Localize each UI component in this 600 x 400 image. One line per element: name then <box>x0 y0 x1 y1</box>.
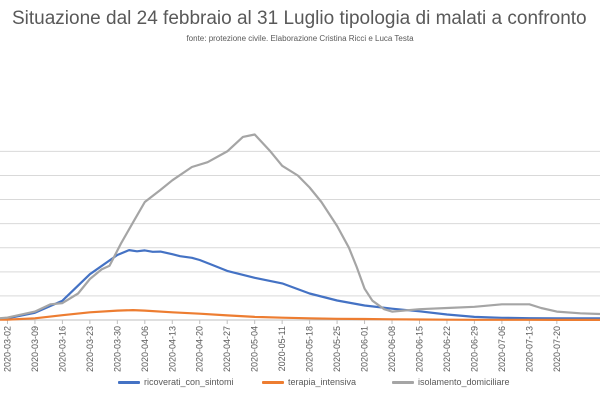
x-tick-label: 2020-04-06 <box>140 326 150 372</box>
x-tick-label: 2020-07-20 <box>552 326 562 372</box>
x-tick-label: 2020-07-13 <box>524 326 534 372</box>
x-tick-label: 2020-04-20 <box>195 326 205 372</box>
legend-swatch <box>392 380 414 384</box>
legend-item-ricoverati_con_sintomi: ricoverati_con_sintomi <box>118 372 234 392</box>
legend-item-terapia_intensiva: terapia_intensiva <box>262 372 356 392</box>
series-line-isolamento_domiciliare <box>0 133 600 320</box>
legend-swatch <box>118 380 140 384</box>
x-tick-label: 2020-03-16 <box>57 326 67 372</box>
legend-label: ricoverati_con_sintomi <box>144 377 234 387</box>
legend-label: terapia_intensiva <box>288 377 357 387</box>
legend: ricoverati_con_sintomi terapia_intensiva i… <box>0 372 600 392</box>
x-tick-label: 2020-03-23 <box>85 326 95 372</box>
series-line-terapia_intensiva <box>0 309 600 321</box>
legend-swatch <box>262 380 284 384</box>
series-line-ricoverati_con_sintomi <box>0 249 600 320</box>
x-axis: 2020-03-02 2020-03-09 2020-03-16 2020-03-23… <box>2 320 562 372</box>
x-tick-label: 2020-04-27 <box>222 326 232 372</box>
legend-label: isolamento_domiciliare <box>418 377 510 387</box>
x-tick-label: 2020-06-15 <box>414 326 424 372</box>
chart-title: Situazione dal 24 febbraio al 31 Luglio … <box>12 8 587 29</box>
series-layer <box>0 133 600 321</box>
x-tick-label: 2020-06-08 <box>387 326 397 372</box>
x-tick-label: 2020-03-02 <box>2 326 12 372</box>
x-tick-label: 2020-05-25 <box>332 326 342 372</box>
x-tick-label: 2020-03-30 <box>112 326 122 372</box>
x-tick-label: 2020-03-09 <box>30 326 40 372</box>
x-tick-label: 2020-07-06 <box>497 326 507 372</box>
x-tick-label: 2020-05-04 <box>250 326 260 372</box>
x-tick-label: 2020-06-01 <box>360 326 370 372</box>
chart-subtitle: fonte: protezione civile. Elaborazione C… <box>186 34 414 43</box>
x-tick-label: 2020-05-11 <box>277 326 287 371</box>
x-tick-label: 2020-04-13 <box>167 326 177 372</box>
x-tick-label: 2020-06-22 <box>442 326 452 372</box>
legend-item-isolamento_domiciliare: isolamento_domiciliare <box>392 372 510 392</box>
x-tick-label: 2020-05-18 <box>305 326 315 372</box>
x-tick-label: 2020-06-29 <box>469 326 479 372</box>
